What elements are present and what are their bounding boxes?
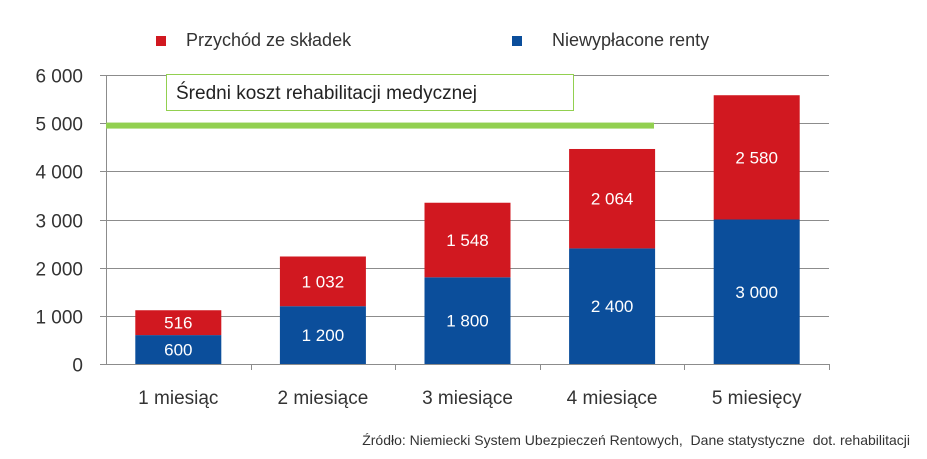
legend-label-pensions: Niewypłacone renty — [552, 30, 710, 50]
y-tick-label: 6 000 — [35, 67, 83, 88]
bar-segment-premiums — [713, 95, 800, 220]
x-tick-label: 3 miesiące — [422, 388, 513, 409]
bar-segment-pensions — [713, 219, 800, 364]
reference-line — [106, 122, 654, 129]
bar-segment-premiums — [569, 148, 656, 249]
x-tick-label: 2 miesiące — [277, 388, 368, 409]
data-label: 600 — [164, 341, 192, 360]
legend-label-premiums: Przychód ze składek — [186, 30, 352, 50]
legend-item-pensions: Niewypłacone renty — [512, 30, 709, 51]
x-tick-label: 1 miesiąc — [138, 388, 218, 409]
y-tick-label: 2 000 — [35, 260, 83, 281]
data-label: 2 400 — [591, 297, 634, 316]
data-label: 1 032 — [302, 272, 345, 291]
y-tick-label: 5 000 — [35, 115, 83, 136]
data-label: 2 064 — [591, 190, 634, 209]
data-label: 1 800 — [446, 312, 489, 331]
source-note: Źródło: Niemiecki System Ubezpieczeń Ren… — [362, 432, 910, 448]
bar-segment-pensions — [569, 248, 656, 364]
data-label: 1 548 — [446, 231, 489, 250]
y-tick-label: 1 000 — [35, 308, 83, 329]
data-label: 1 200 — [302, 326, 345, 345]
legend-swatch-premiums — [156, 35, 166, 46]
legend-item-premiums: Przychód ze składek — [156, 30, 351, 51]
bar-segment-pensions — [424, 277, 511, 364]
bar-segment-premiums — [135, 310, 222, 336]
bar-segment-pensions — [279, 306, 366, 364]
x-tick-label: 4 miesiące — [567, 388, 658, 409]
bar-segment-premiums — [279, 256, 366, 307]
bar-segment-premiums — [424, 202, 511, 278]
legend-swatch-pensions — [512, 35, 522, 46]
data-label: 3 000 — [735, 283, 778, 302]
reference-line-label: Średni koszt rehabilitacji medycznej — [166, 74, 574, 111]
y-tick-label: 3 000 — [35, 212, 83, 233]
data-label: 2 580 — [735, 148, 778, 167]
y-tick-label: 0 — [72, 356, 83, 377]
y-tick-label: 4 000 — [35, 163, 83, 184]
x-tick-label: 5 miesięcy — [712, 388, 802, 409]
data-label: 516 — [164, 314, 192, 333]
bar-segment-pensions — [135, 335, 222, 364]
